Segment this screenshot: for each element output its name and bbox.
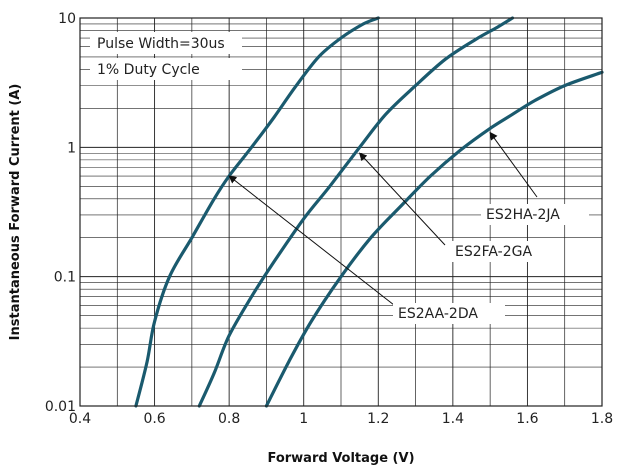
x-tick-label: 1.4 (442, 411, 464, 427)
annotation-bg (450, 241, 550, 262)
annotation-label: ES2AA-2DA (398, 306, 478, 322)
test-conditions: Pulse Width=30us 1% Duty Cycle (90, 32, 242, 80)
series-curve (197, 16, 515, 408)
y-tick-label: 10 (58, 11, 76, 27)
x-tick-label: 1 (299, 411, 308, 427)
x-tick-label: 1.8 (591, 411, 613, 427)
plot-frame (79, 17, 603, 407)
x-tick-label: 0.8 (218, 411, 240, 427)
x-tick-label: 1.2 (367, 411, 389, 427)
annotation-label: ES2HA-2JA (486, 207, 560, 223)
series-annotations: ES2HA-2JA ES2FA-2GA ES2AA-2DA (228, 131, 589, 324)
series-curve (134, 16, 380, 408)
x-axis-label: Forward Voltage (V) (267, 451, 414, 466)
annotation-arrow (228, 175, 395, 306)
condition-bg (90, 58, 242, 80)
y-tick-label: 1 (67, 140, 76, 156)
x-tick-label: 1.6 (516, 411, 538, 427)
annotation-arrow (358, 152, 446, 246)
annotation-bg (481, 204, 589, 225)
condition-bg (90, 32, 242, 54)
x-tick-label: 0.6 (143, 411, 165, 427)
y-tick-label: 0.1 (54, 270, 76, 286)
x-tick-label: 0.4 (69, 411, 91, 427)
annotation-label: ES2FA-2GA (455, 244, 532, 260)
condition-text: 1% Duty Cycle (97, 62, 200, 78)
series-curve (264, 70, 604, 408)
tick-labels: 0.4 0.6 0.8 1 1.2 1.4 1.6 1.8 0.01 0.1 1 10 (45, 11, 613, 427)
condition-text: Pulse Width=30us (97, 36, 225, 52)
annotation-bg (393, 303, 505, 324)
y-axis-label: Instantaneous Forward Current (A) (8, 84, 23, 341)
annotation-arrow (489, 131, 538, 198)
y-tick-label: 0.01 (45, 399, 76, 415)
series-curves (134, 16, 604, 408)
